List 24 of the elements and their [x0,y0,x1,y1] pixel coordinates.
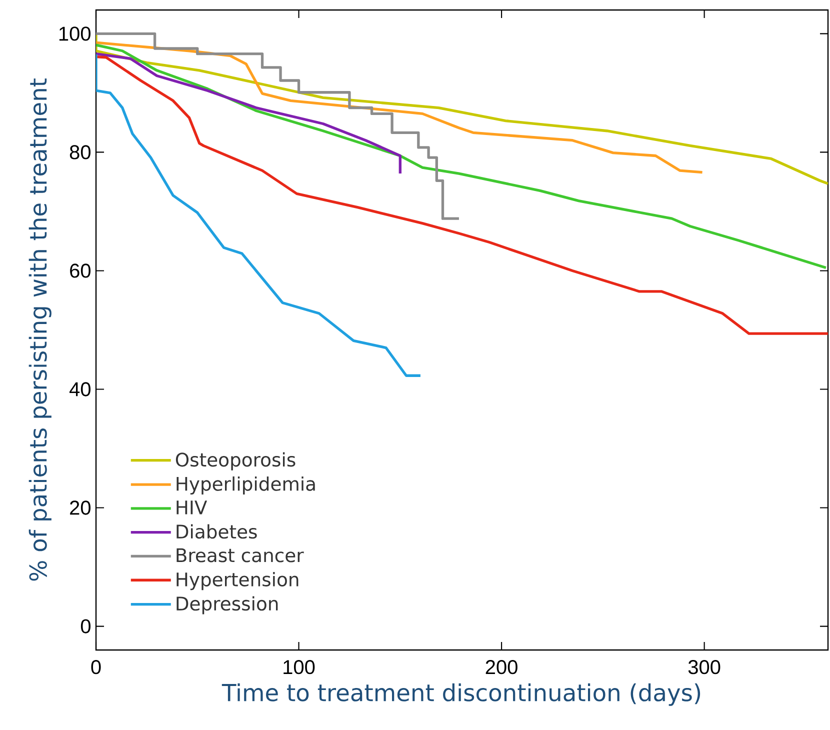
y-tick-label: 80 [70,145,90,160]
legend-label: Hyperlipidemia [176,476,315,495]
x-tick-label: 0 [91,660,101,674]
x-tick-label: 200 [486,660,518,674]
y-tick-label: 60 [70,264,90,278]
line-series [96,55,828,335]
y-tick-label: 0 [80,619,90,634]
y-tick-label: 40 [70,382,90,396]
line-series [96,53,422,377]
legend-label: Depression [176,596,278,614]
x-axis-title: Time to treatment discontinuation (days) [222,683,700,706]
legend-label: Diabetes [176,524,257,539]
legend-label: Breast cancer [176,548,304,562]
y-tick-label: 20 [70,500,90,515]
line-series [96,44,828,270]
legend-label: HIV [176,500,208,514]
x-tick-label: 100 [284,660,315,674]
y-axis-title: % of patients persisting with the treatment [28,78,52,581]
y-tick-label: 100 [59,26,90,41]
x-tick-label: 300 [688,660,720,674]
line-series [96,32,828,185]
legend-label: Osteoporosis [176,452,296,470]
legend-label: Hypertension [176,572,298,590]
line-series [96,52,402,175]
